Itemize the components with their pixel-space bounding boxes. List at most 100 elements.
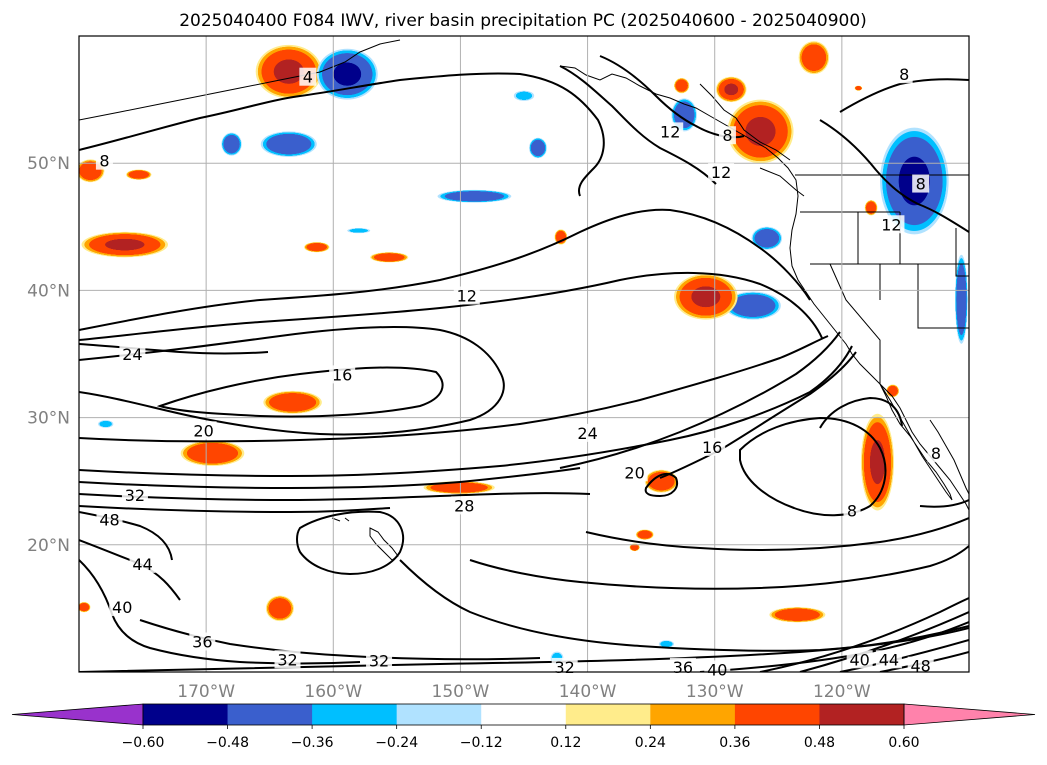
graticule <box>79 36 969 672</box>
contour-label-bg <box>574 423 601 442</box>
contour-label-bg <box>907 656 934 675</box>
iwv-contour-20-central <box>79 345 853 478</box>
contour-label: 8 <box>916 175 926 194</box>
colorbar-segment <box>565 704 651 725</box>
iwv-contour-southeast-1 <box>759 597 969 672</box>
contour-label-bg <box>329 365 356 384</box>
iwv-contour-24-west <box>79 343 269 355</box>
contour-label: 8 <box>847 501 857 520</box>
north-america-coastline <box>559 65 969 511</box>
pc-region-positive-17 <box>727 99 794 164</box>
contour-label: 32 <box>125 486 145 505</box>
iwv-contour-20-offshore <box>644 472 678 498</box>
contour-label-bg <box>190 421 217 440</box>
precipitation-pc-fills <box>79 41 968 665</box>
colorbar: −0.60 −0.48 −0.36 −0.24 −0.12 0.12 0.24 0.36 0.4… <box>11 703 1036 751</box>
iwv-contour-16-east <box>659 351 857 479</box>
contour-label: 20 <box>193 421 213 440</box>
colorbar-tick-label: 0.12 <box>550 735 581 751</box>
contour-label-bg <box>189 632 216 651</box>
contour-label: 48 <box>911 657 931 676</box>
pc-region-positive-26 <box>180 440 245 466</box>
contour-label: 44 <box>879 650 899 669</box>
iwv-contour-36 <box>79 505 391 514</box>
contour-label-bg <box>109 598 136 617</box>
iwv-contour-32-hawaii <box>296 510 405 576</box>
colorbar-extend-high <box>903 703 1036 726</box>
contour-label-bg <box>451 496 478 515</box>
colorbar-segment <box>227 704 313 725</box>
pc-region-positive-23 <box>674 273 738 320</box>
contour-label: 32 <box>369 652 389 671</box>
pc-region-positive-32 <box>635 529 654 540</box>
iwv-contour-16-loop <box>156 366 444 418</box>
contour-label-bg <box>875 650 902 669</box>
colorbar-segment <box>143 704 229 725</box>
contour-label: 8 <box>99 152 109 171</box>
contour-label: 36 <box>673 658 693 677</box>
colorbar-tick-label: 0.24 <box>635 735 666 751</box>
contour-label-bg <box>96 510 123 529</box>
contour-label-bg <box>366 651 393 670</box>
contour-label: 8 <box>722 126 732 145</box>
pc-region-negative-38 <box>658 640 675 648</box>
pc-region-negative-21 <box>724 291 781 320</box>
british-columbia-coast <box>699 83 791 161</box>
iwv-contour-12-gulf <box>559 65 717 185</box>
pc-region-negative-22 <box>955 254 968 344</box>
pc-region-positive-30 <box>860 413 894 511</box>
contour-label-bg <box>657 122 684 141</box>
iwv-contour-24-central <box>79 335 829 443</box>
contour-label: 12 <box>457 286 477 305</box>
contour-label: 16 <box>702 438 722 457</box>
pc-region-positive-25 <box>263 390 322 414</box>
iwv-contour-8-south-baja <box>919 499 969 508</box>
contour-label-bg <box>121 486 148 505</box>
x-tick-label: 160°W <box>304 682 362 702</box>
chart-title: 2025040400 F084 IWV, river basin precipi… <box>179 11 867 31</box>
pc-region-positive-35 <box>769 607 826 623</box>
pc-region-negative-10 <box>437 189 512 203</box>
pc-region-positive-39 <box>854 85 863 91</box>
pc-region-positive-34 <box>265 595 294 622</box>
contour-label: 40 <box>112 598 132 617</box>
pc-region-negative-9 <box>347 228 371 234</box>
map-frame <box>78 35 970 673</box>
pc-region-positive-18 <box>798 41 830 75</box>
pc-region-negative-27 <box>98 420 114 428</box>
contour-label: 40 <box>707 660 727 679</box>
iwv-contour-8-baja <box>819 396 903 429</box>
contour-label-bg <box>299 67 317 86</box>
pc-region-positive-14 <box>674 77 690 94</box>
colorbar-segment <box>819 704 905 725</box>
contour-label: 28 <box>454 496 474 515</box>
coastlines-borders <box>79 39 969 561</box>
colorbar-tick-label: 0.60 <box>888 735 919 751</box>
colorbar-tick-label: −0.48 <box>206 735 249 751</box>
x-tick-label: 150°W <box>432 682 490 702</box>
contour-label: 32 <box>277 650 297 669</box>
colorbar-segment <box>650 704 736 725</box>
colorbar-tick-label: −0.60 <box>122 735 165 751</box>
pc-region-positive-16 <box>715 76 747 103</box>
iwv-contour-16-baja-loop <box>739 416 887 517</box>
colorbar-segment <box>312 704 398 725</box>
alaska-coast <box>79 39 401 121</box>
contour-label: 44 <box>132 555 152 574</box>
pc-region-positive-6 <box>81 231 168 258</box>
y-tick-labels: 20°N 30°N 40°N 50°N <box>27 154 70 556</box>
pc-region-negative-11 <box>513 90 535 101</box>
hawaii-small-island-2 <box>344 517 350 522</box>
contour-label: 4 <box>303 68 313 87</box>
contour-label-bg <box>878 215 905 234</box>
iwv-contour-32 <box>79 492 591 502</box>
iwv-contour-24-south <box>469 545 969 590</box>
contour-label: 36 <box>192 632 212 651</box>
colorbar-segment <box>734 704 820 725</box>
x-tick-label: 130°W <box>686 682 744 702</box>
contour-label-bg <box>274 650 301 669</box>
iwv-contour-southeast-2 <box>799 611 969 672</box>
contour-label-bg <box>708 163 735 182</box>
